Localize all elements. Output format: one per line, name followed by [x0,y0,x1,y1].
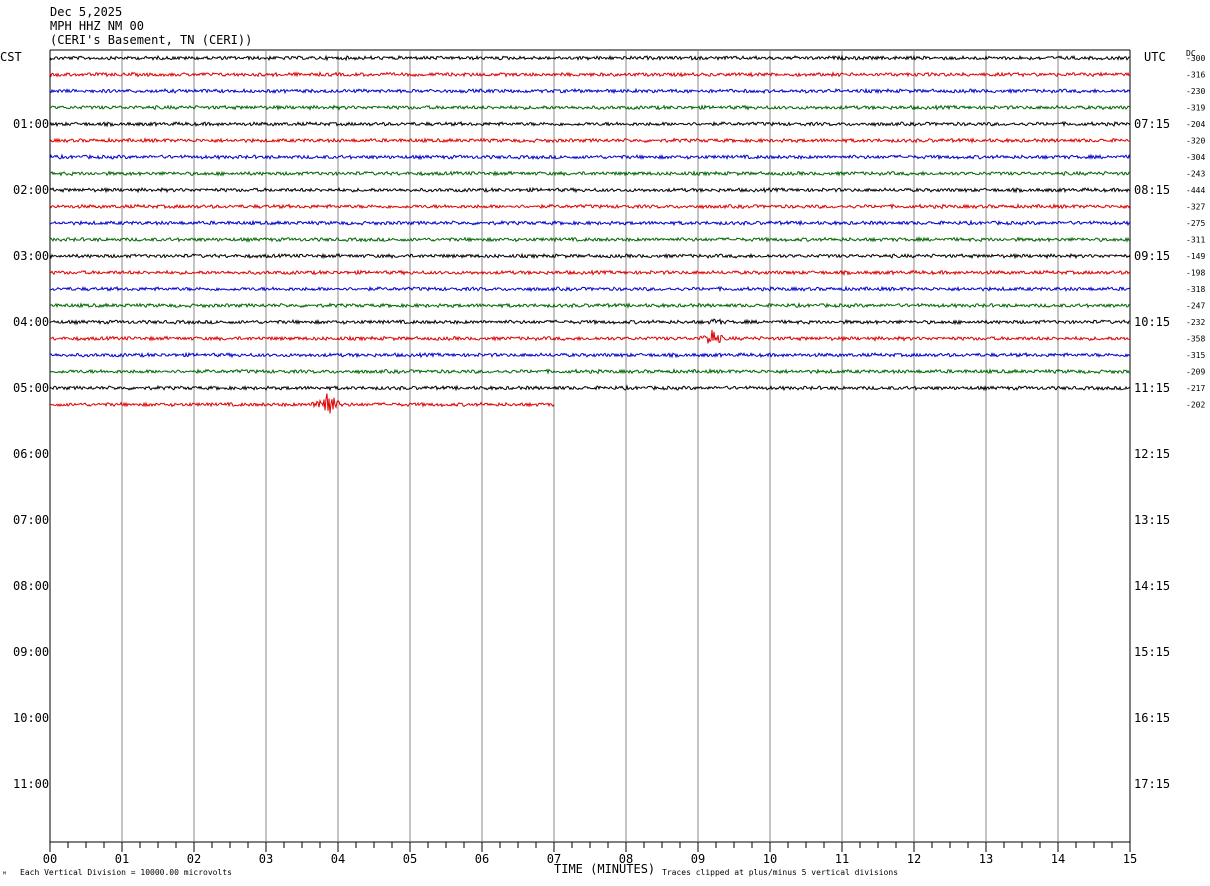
seismic-trace [49,54,1131,62]
seismic-trace [49,235,1131,243]
cst-axis-label: CST [0,50,22,64]
cst-hour-label: 05:00 [13,381,49,395]
seismic-trace [49,104,1131,111]
seismic-trace [49,153,1131,161]
seismic-trace [49,71,1131,78]
dc-offset-label: -300 [1186,54,1205,63]
dc-offset-label: -198 [1186,269,1205,278]
dc-offset-label: -444 [1186,186,1205,195]
utc-hour-label: 17:15 [1134,777,1170,791]
seismic-trace [49,202,1131,210]
seismic-trace [49,351,1131,359]
seismic-trace [49,252,1131,260]
x-tick-label: 15 [1123,852,1137,866]
station-label: MPH HHZ NM 00 [50,19,144,33]
x-tick-label: 00 [43,852,57,866]
utc-hour-label: 10:15 [1134,315,1170,329]
dc-offset-label: -315 [1186,351,1205,360]
utc-hour-label: 14:15 [1134,579,1170,593]
x-tick-label: 10 [763,852,777,866]
seismic-trace [49,87,1131,95]
seismic-trace [49,318,1131,326]
utc-hour-label: 09:15 [1134,249,1170,263]
utc-hour-label: 15:15 [1134,645,1170,659]
dc-offset-label: -319 [1186,104,1205,113]
seismic-trace [49,285,1131,293]
dc-offset-label: -318 [1186,285,1205,294]
x-tick-label: 01 [115,852,129,866]
x-tick-label: 07 [547,852,561,866]
hour-labels: 01:00 07:15 02:00 08:15 03:00 09:15 04:00 10:15… [13,117,1170,791]
cst-hour-label: 07:00 [13,513,49,527]
utc-hour-label: 07:15 [1134,117,1170,131]
seismic-trace [49,329,1131,344]
cst-hour-label: 11:00 [13,777,49,791]
dc-offset-label: -247 [1186,302,1205,311]
cst-hour-label: 04:00 [13,315,49,329]
dc-offset-label: -232 [1186,318,1205,327]
x-tick-label: 12 [907,852,921,866]
corner-mark: ᴹ [2,870,7,879]
x-tick-label: 06 [475,852,489,866]
dc-offset-label: -202 [1186,401,1205,410]
utc-axis-label: UTC [1144,50,1166,64]
utc-hour-label: 11:15 [1134,381,1170,395]
seismic-trace [49,384,1131,392]
date-label: Dec 5,2025 [50,5,123,19]
x-axis-tick-labels: 00 01 02 03 04 05 06 07 08 09 10 11 12 13 14 15 [43,852,1137,866]
minute-grid [49,49,1131,843]
dc-offset-labels: -300 -316 -230 -319 -204 -320 -304 -243 -444 -327… [1186,54,1205,410]
clip-note: Traces clipped at plus/minus 5 vertical … [662,868,899,877]
dc-header-label: DC [1186,49,1196,58]
cst-hour-label: 01:00 [13,117,49,131]
seismic-trace [49,393,555,414]
location-label: (CERI's Basement, TN (CERI)) [50,33,253,47]
cst-hour-label: 08:00 [13,579,49,593]
dc-offset-label: -316 [1186,71,1205,80]
dc-offset-label: -230 [1186,87,1205,96]
dc-offset-label: -217 [1186,384,1205,393]
x-tick-label: 02 [187,852,201,866]
scale-note: Each Vertical Division = 10000.00 microv… [20,868,232,877]
x-tick-label: 05 [403,852,417,866]
seismic-trace [49,186,1131,194]
utc-hour-label: 16:15 [1134,711,1170,725]
x-tick-label: 08 [619,852,633,866]
dc-offset-label: -304 [1186,153,1205,162]
dc-offset-label: -275 [1186,219,1205,228]
dc-offset-label: -243 [1186,170,1205,179]
seismic-traces [49,54,1131,414]
cst-hour-label: 10:00 [13,711,49,725]
utc-hour-label: 12:15 [1134,447,1170,461]
x-tick-label: 11 [835,852,849,866]
cst-hour-label: 09:00 [13,645,49,659]
utc-hour-label: 08:15 [1134,183,1170,197]
dc-offset-label: -311 [1186,236,1205,245]
dc-offset-label: -209 [1186,368,1205,377]
x-tick-label: 14 [1051,852,1065,866]
seismic-trace [49,170,1131,177]
dc-offset-label: -320 [1186,137,1205,146]
x-axis-ticks [49,842,1131,852]
dc-offset-label: -327 [1186,203,1205,212]
x-tick-label: 04 [331,852,345,866]
dc-offset-label: -149 [1186,252,1205,261]
seismic-trace [49,120,1131,128]
cst-hour-label: 03:00 [13,249,49,263]
seismic-trace [49,269,1131,277]
seismic-trace [49,136,1131,144]
x-tick-label: 09 [691,852,705,866]
dc-offset-label: -204 [1186,120,1205,129]
x-axis-title: TIME (MINUTES) [554,862,656,876]
x-tick-label: 03 [259,852,273,866]
seismic-trace [49,367,1131,375]
cst-hour-label: 06:00 [13,447,49,461]
cst-hour-label: 02:00 [13,183,49,197]
x-tick-label: 13 [979,852,993,866]
dc-offset-label: -358 [1186,335,1205,344]
seismic-trace [49,219,1131,227]
seismic-trace [49,301,1131,309]
utc-hour-label: 13:15 [1134,513,1170,527]
